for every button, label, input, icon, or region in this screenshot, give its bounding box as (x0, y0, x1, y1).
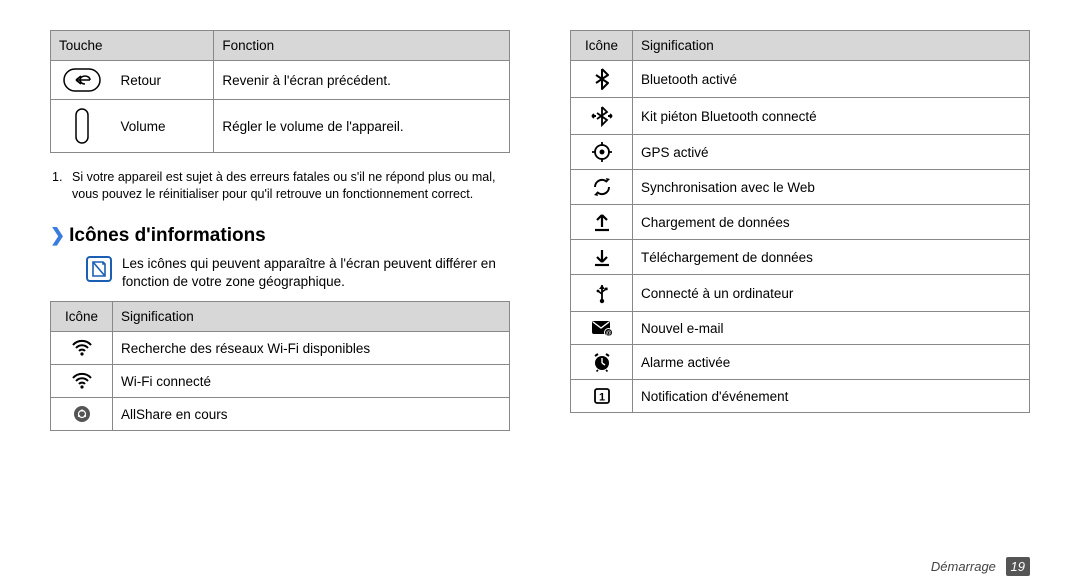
section-title-row: ❯ Icônes d'informations (50, 225, 510, 247)
email-icon: @ (571, 312, 633, 345)
table-header-row: Icône Signification (571, 31, 1030, 61)
wifi-icon (51, 365, 113, 398)
note-box: Les icônes qui peuvent apparaître à l'éc… (86, 255, 510, 291)
table-row: Connecté à un ordinateur (571, 275, 1030, 312)
icon-sig: Nouvel e-mail (633, 312, 1030, 345)
note-icon (86, 256, 112, 282)
table-row: Bluetooth activé (571, 61, 1030, 98)
volume-key-icon-cell (51, 100, 113, 153)
key-fn: Revenir à l'écran précédent. (214, 61, 510, 100)
table-row: Wi-Fi connecté (51, 365, 510, 398)
left-column: Touche Fonction Retour Revenir à l'écran… (50, 30, 510, 540)
download-icon (571, 240, 633, 275)
header-icon: Icône (571, 31, 633, 61)
icons-table-right: Icône Signification Bluetooth activé Kit… (570, 30, 1030, 413)
icon-sig: Alarme activée (633, 345, 1030, 380)
header-sig: Signification (113, 302, 510, 332)
table-row: Alarme activée (571, 345, 1030, 380)
icon-sig: Chargement de données (633, 205, 1030, 240)
footer-section: Démarrage (931, 559, 996, 574)
icon-sig: Synchronisation avec le Web (633, 170, 1030, 205)
footnote: 1. Si votre appareil est sujet à des err… (50, 163, 510, 221)
icon-sig: Connecté à un ordinateur (633, 275, 1030, 312)
table-row: @ Nouvel e-mail (571, 312, 1030, 345)
back-key-icon-cell (51, 61, 113, 100)
svg-text:@: @ (605, 331, 611, 337)
upload-icon (571, 205, 633, 240)
icon-sig: GPS activé (633, 135, 1030, 170)
table-header-row: Icône Signification (51, 302, 510, 332)
wifi-scan-icon (51, 332, 113, 365)
footer: Démarrage 19 (931, 559, 1030, 574)
footnote-num: 1. (52, 169, 66, 203)
table-row: Synchronisation avec le Web (571, 170, 1030, 205)
header-icon: Icône (51, 302, 113, 332)
key-name: Retour (113, 61, 214, 100)
header-key: Touche (51, 31, 214, 61)
note-text: Les icônes qui peuvent apparaître à l'éc… (122, 255, 510, 291)
volume-key-icon (74, 107, 90, 145)
alarm-icon (571, 345, 633, 380)
table-row: Téléchargement de données (571, 240, 1030, 275)
icon-sig: Bluetooth activé (633, 61, 1030, 98)
table-row: Kit piéton Bluetooth connecté (571, 98, 1030, 135)
table-header-row: Touche Fonction (51, 31, 510, 61)
header-fn: Fonction (214, 31, 510, 61)
keys-table: Touche Fonction Retour Revenir à l'écran… (50, 30, 510, 153)
back-key-icon (63, 68, 101, 92)
table-row: Recherche des réseaux Wi-Fi disponibles (51, 332, 510, 365)
allshare-icon (51, 398, 113, 431)
header-sig: Signification (633, 31, 1030, 61)
icon-sig: Recherche des réseaux Wi-Fi disponibles (113, 332, 510, 365)
sync-icon (571, 170, 633, 205)
right-column: Icône Signification Bluetooth activé Kit… (570, 30, 1030, 540)
table-row: AllShare en cours (51, 398, 510, 431)
footer-page: 19 (1006, 557, 1030, 576)
footnote-text: Si votre appareil est sujet à des erreur… (72, 169, 508, 203)
table-row: Volume Régler le volume de l'appareil. (51, 100, 510, 153)
icons-table-left: Icône Signification Recherche des réseau… (50, 301, 510, 431)
icon-sig: Notification d'événement (633, 380, 1030, 413)
bt-headset-icon (571, 98, 633, 135)
svg-text:1: 1 (598, 392, 604, 404)
icon-sig: Wi-Fi connecté (113, 365, 510, 398)
table-row: Chargement de données (571, 205, 1030, 240)
table-row: GPS activé (571, 135, 1030, 170)
key-name: Volume (113, 100, 214, 153)
table-row: 1 Notification d'événement (571, 380, 1030, 413)
chevron-icon: ❯ (50, 225, 65, 246)
icon-sig: Kit piéton Bluetooth connecté (633, 98, 1030, 135)
icon-sig: AllShare en cours (113, 398, 510, 431)
icon-sig: Téléchargement de données (633, 240, 1030, 275)
event-icon: 1 (571, 380, 633, 413)
table-row: Retour Revenir à l'écran précédent. (51, 61, 510, 100)
bluetooth-icon (571, 61, 633, 98)
key-fn: Régler le volume de l'appareil. (214, 100, 510, 153)
usb-icon (571, 275, 633, 312)
gps-icon (571, 135, 633, 170)
section-title: Icônes d'informations (69, 225, 266, 247)
